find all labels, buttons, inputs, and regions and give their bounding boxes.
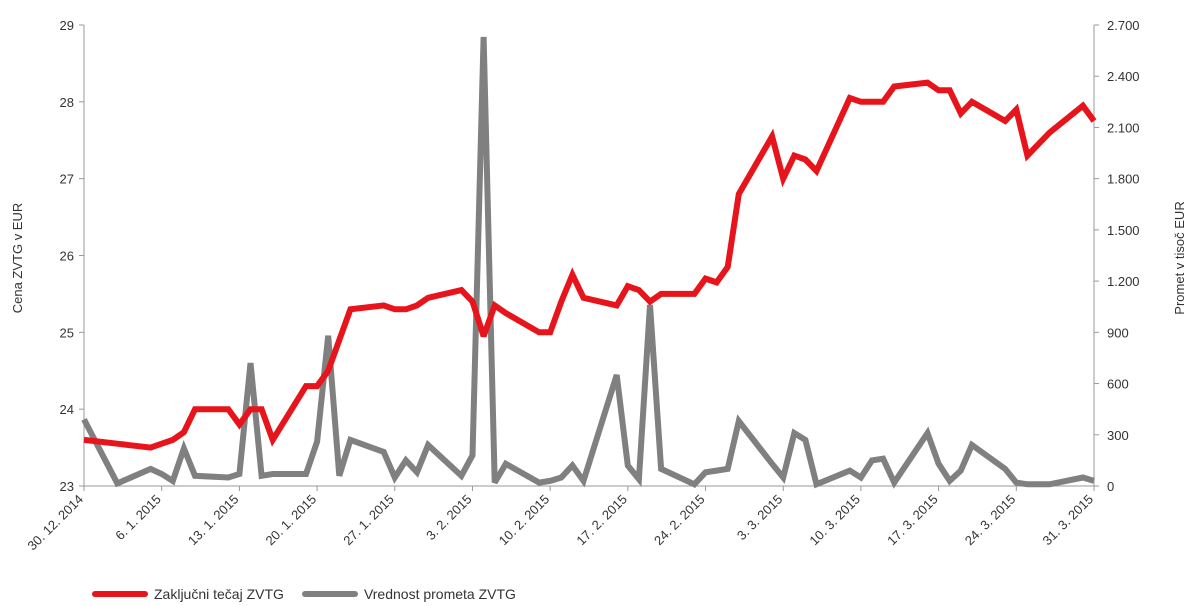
x-tick-label: 20. 1. 2015: [263, 492, 320, 549]
legend-swatch-price: [92, 591, 148, 597]
x-tick-label: 10. 3. 2015: [806, 492, 863, 549]
x-tick-label: 17. 3. 2015: [884, 492, 941, 549]
right-tick-label: 1.500: [1107, 223, 1140, 238]
turnover-series-line: [81, 36, 1095, 489]
right-tick-label: 600: [1107, 377, 1129, 392]
left-tick-label: 28: [60, 95, 74, 110]
legend-item-turnover: Vrednost prometa ZVTG: [301, 586, 516, 602]
x-axis-ticks: 30. 12. 2014 6. 1. 2015 13. 1. 2015 20. 1. …: [24, 486, 1096, 553]
x-tick-label: 3. 2. 2015: [423, 492, 474, 543]
right-tick-label: 1.200: [1107, 274, 1140, 289]
left-tick-label: 24: [60, 402, 74, 417]
x-tick-label: 31. 3. 2015: [1040, 492, 1097, 549]
price-series-line: [83, 79, 1097, 451]
legend: Zaključni tečaj ZVTG Vrednost prometa ZV…: [92, 586, 534, 602]
right-tick-label: 2.700: [1107, 18, 1140, 33]
left-tick-label: 23: [60, 479, 74, 494]
legend-label-price: Zaključni tečaj ZVTG: [154, 586, 284, 602]
x-tick-label: 10. 2. 2015: [496, 492, 553, 549]
left-tick-label: 25: [60, 325, 74, 340]
right-axis-title: Promet v tisoč EUR: [1172, 201, 1187, 314]
left-axis-title: Cena ZVTG v EUR: [10, 203, 25, 314]
right-tick-label: 900: [1107, 325, 1129, 340]
left-tick-label: 26: [60, 249, 74, 264]
x-tick-label: 30. 12. 2014: [24, 492, 86, 554]
x-tick-label: 17. 2. 2015: [573, 492, 630, 549]
x-tick-label: 27. 1. 2015: [340, 492, 397, 549]
x-tick-label: 24. 2. 2015: [651, 492, 708, 549]
series-lines: [81, 36, 1097, 489]
left-tick-label: 29: [60, 18, 74, 33]
right-axis-ticks: 0 300 600 900 1.200 1.500 1.800 2.100 2.400 2.700: [1094, 18, 1140, 494]
right-tick-label: 2.400: [1107, 69, 1140, 84]
right-tick-label: 2.100: [1107, 120, 1140, 135]
left-axis-ticks: 23 24 25 26 27 28 29: [60, 18, 84, 494]
x-tick-label: 6. 1. 2015: [112, 492, 163, 543]
right-tick-label: 300: [1107, 428, 1129, 443]
right-tick-label: 1.800: [1107, 172, 1140, 187]
left-tick-label: 27: [60, 172, 74, 187]
legend-item-price: Zaključni tečaj ZVTG: [92, 586, 284, 602]
right-tick-label: 0: [1107, 479, 1114, 494]
legend-label-turnover: Vrednost prometa ZVTG: [363, 586, 516, 602]
x-tick-label: 24. 3. 2015: [962, 492, 1019, 549]
x-tick-label: 3. 3. 2015: [734, 492, 785, 543]
legend-swatch-turnover: [301, 591, 358, 597]
x-tick-label: 13. 1. 2015: [185, 492, 242, 549]
